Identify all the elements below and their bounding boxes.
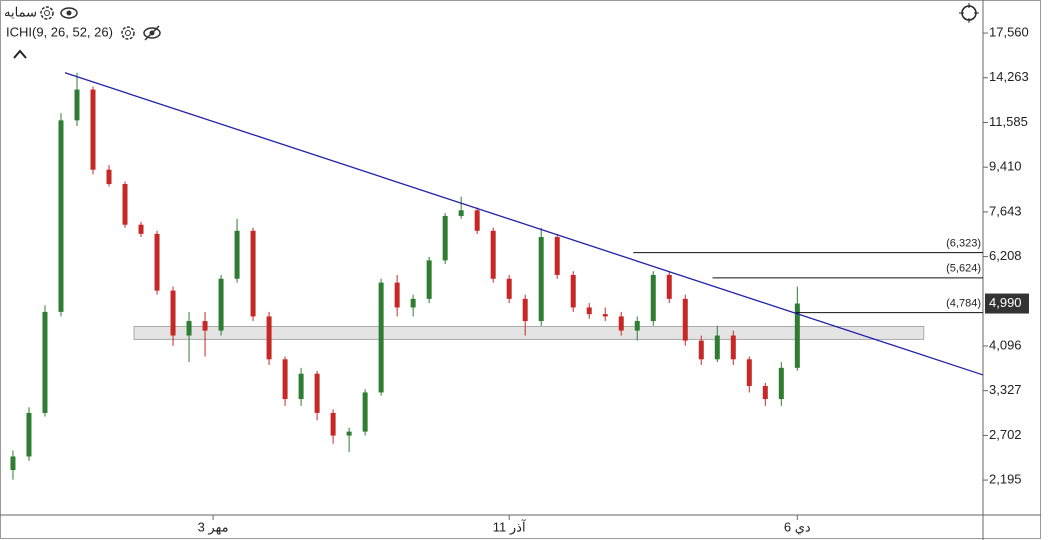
indicator-name: ICHI(9, 26, 52, 26) <box>6 24 113 39</box>
candle-body <box>666 274 672 299</box>
visibility-icon[interactable] <box>60 7 78 19</box>
last-price-box <box>985 293 1029 314</box>
candle-body <box>618 316 624 331</box>
candle-body <box>762 386 768 400</box>
candle-body <box>10 456 16 471</box>
candle-body <box>90 89 96 170</box>
candle-body <box>522 298 528 322</box>
candle-body <box>506 278 512 299</box>
candle-body <box>602 314 608 317</box>
candle-body <box>218 278 224 331</box>
level-label: (5,624) <box>946 263 981 275</box>
candle-body <box>394 282 400 308</box>
candle-body <box>234 230 240 279</box>
collapse-button[interactable] <box>13 49 27 59</box>
candle-body <box>314 373 320 413</box>
y-tick-label: 3,327 <box>989 382 1022 397</box>
candle-body <box>74 89 80 121</box>
candle-body <box>586 307 592 315</box>
level-label: (6,323) <box>946 238 981 250</box>
indicator-settings-icon[interactable] <box>121 26 135 40</box>
candle-body <box>730 335 736 360</box>
support-zone <box>133 325 925 340</box>
settings-icon[interactable] <box>40 6 54 20</box>
candle-body <box>330 412 336 436</box>
candle-body <box>202 321 208 331</box>
candle-body <box>490 230 496 279</box>
y-tick-label: 17,560 <box>989 25 1029 40</box>
candle-body <box>554 237 560 275</box>
candle-body <box>122 184 128 225</box>
candle-body <box>794 303 800 368</box>
candle-body <box>570 274 576 308</box>
trend-line <box>64 72 984 376</box>
y-tick-label: 14,263 <box>989 69 1029 84</box>
candle-body <box>426 260 432 299</box>
candle-body <box>378 282 384 393</box>
y-tick-label: 2,702 <box>989 427 1022 442</box>
candle-body <box>538 237 544 322</box>
candle-body <box>346 431 352 436</box>
x-tick-label: 6 دي <box>784 519 811 534</box>
candle-body <box>698 340 704 360</box>
candle-body <box>106 169 112 185</box>
candle-body <box>458 210 464 216</box>
candle-body <box>58 120 64 312</box>
candle-body <box>778 367 784 400</box>
y-tick-label: 9,410 <box>989 159 1022 174</box>
crosshair-button[interactable] <box>959 3 979 23</box>
candle-body <box>714 335 720 360</box>
candle-body <box>474 210 480 231</box>
candle-body <box>26 412 32 457</box>
x-tick-label: 11 آذر <box>493 518 527 535</box>
candle-body <box>650 274 656 322</box>
y-tick-label: 2,195 <box>989 472 1022 487</box>
y-tick-label: 11,585 <box>989 114 1028 129</box>
candle-body <box>362 392 368 432</box>
candle-body <box>154 233 160 291</box>
hide-icon[interactable] <box>143 25 161 41</box>
candle-body <box>634 321 640 331</box>
candle-body <box>250 230 256 317</box>
candle-body <box>186 321 192 336</box>
candle-body <box>746 359 752 387</box>
level-label: (4,784) <box>946 298 981 310</box>
candle-body <box>138 224 144 234</box>
y-tick-label: 7,643 <box>989 203 1022 218</box>
y-tick-label: 4,096 <box>989 337 1022 352</box>
candle-body <box>410 298 416 308</box>
candle-body <box>682 298 688 341</box>
candle-body <box>42 311 48 413</box>
y-tick-label: 6,208 <box>989 248 1022 263</box>
candle-body <box>170 290 176 336</box>
candle-body <box>298 373 304 400</box>
last-price-label: 4,990 <box>989 295 1022 310</box>
candle-body <box>282 359 288 400</box>
candle-body <box>266 316 272 360</box>
candle-body <box>442 215 448 261</box>
symbol-name: سمایه <box>4 4 37 19</box>
x-tick-label: 3 مهر <box>198 519 229 535</box>
